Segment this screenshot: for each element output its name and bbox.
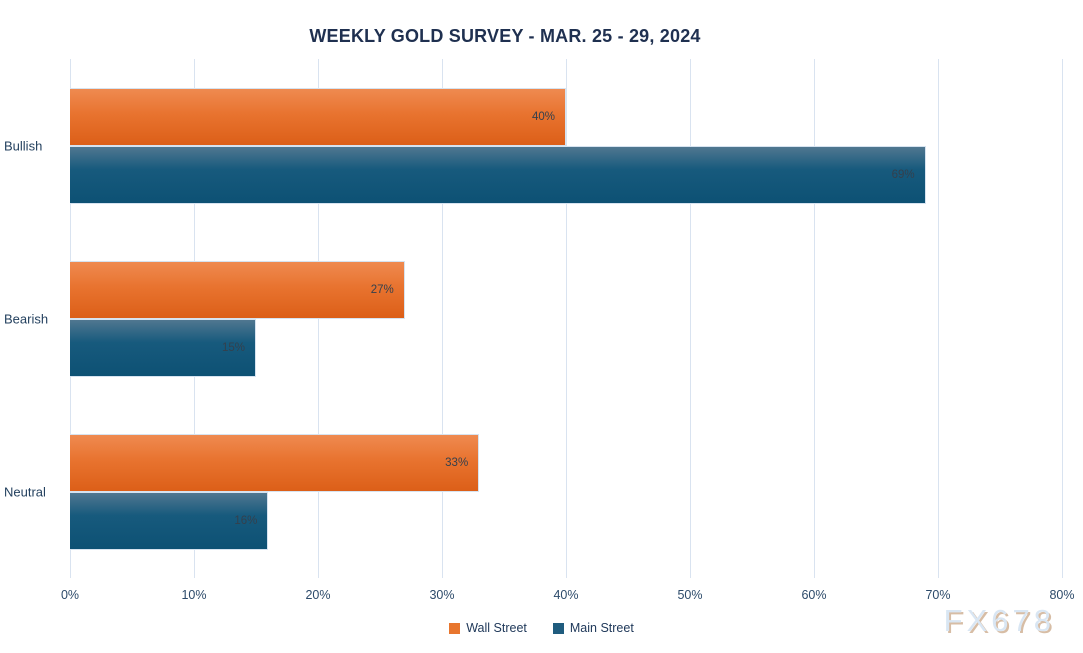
x-tick-label-30%: 30%: [429, 588, 455, 602]
data-label: 33%: [445, 456, 469, 469]
x-tick-label-50%: 50%: [677, 588, 703, 602]
x-tick-label-10%: 10%: [181, 588, 207, 602]
gridline-50%: [690, 59, 691, 578]
data-label: 27%: [370, 283, 394, 296]
gridline-80%: [1062, 59, 1063, 578]
gridline-30%: [442, 59, 443, 578]
bar-main-street-neutral[interactable]: 16%: [70, 491, 269, 550]
bar-wall-street-bearish[interactable]: 27%: [70, 260, 405, 319]
gridline-20%: [318, 59, 319, 578]
category-label-neutral: Neutral: [4, 484, 46, 499]
plot-area: 40% 69% 27% 15% 33% 16%: [70, 59, 1063, 578]
gridline-40%: [566, 59, 567, 578]
x-tick-label-70%: 70%: [925, 588, 951, 602]
chart-title: WEEKLY GOLD SURVEY - MAR. 25 - 29, 2024: [309, 26, 701, 46]
x-tick-label-0%: 0%: [60, 588, 80, 602]
bar-wall-street-neutral[interactable]: 33%: [70, 433, 480, 492]
bar-cluster-bearish: 27% 15%: [70, 260, 1062, 377]
data-label: 40%: [531, 110, 555, 123]
category-label-bullish: Bullish: [4, 138, 43, 153]
x-tick-label-80%: 80%: [1049, 588, 1075, 602]
category-label-bearish: Bearish: [4, 311, 49, 326]
legend-label: Main Street: [569, 621, 634, 635]
data-label: 15%: [221, 341, 245, 354]
legend-swatch-icon: [449, 622, 461, 634]
bar-cluster-neutral: 33% 16%: [70, 433, 1062, 550]
legend-swatch-icon: [552, 622, 564, 634]
x-tick-label-60%: 60%: [801, 588, 827, 602]
chart-legend: Wall Street Main Street: [0, 621, 1083, 635]
legend-label: Wall Street: [466, 621, 527, 635]
watermark-logo: FX678: [943, 603, 1055, 638]
legend-item-main-street[interactable]: Main Street: [552, 621, 634, 635]
bar-main-street-bullish[interactable]: 69%: [70, 145, 926, 204]
bar-wall-street-bullish[interactable]: 40%: [70, 87, 566, 146]
data-label: 16%: [234, 514, 258, 527]
bar-cluster-bullish: 40% 69%: [70, 87, 1062, 204]
data-label: 69%: [891, 168, 915, 181]
bar-main-street-bearish[interactable]: 15%: [70, 318, 256, 377]
gridline-60%: [814, 59, 815, 578]
x-tick-label-40%: 40%: [553, 588, 579, 602]
gridline-70%: [938, 59, 939, 578]
legend-item-wall-street[interactable]: Wall Street: [449, 621, 527, 635]
x-tick-label-20%: 20%: [305, 588, 331, 602]
